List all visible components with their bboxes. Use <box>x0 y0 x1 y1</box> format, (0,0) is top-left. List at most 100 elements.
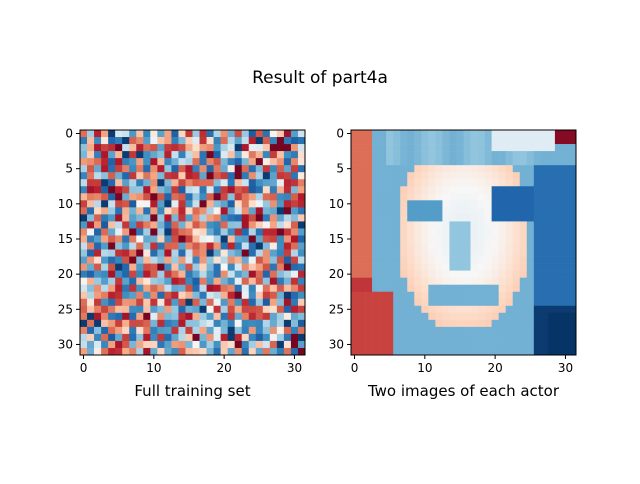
heatmap-cell <box>157 305 165 314</box>
heatmap-cell <box>297 221 306 229</box>
heatmap-cell <box>463 137 471 145</box>
heatmap-cell <box>386 214 394 222</box>
heatmap-cell <box>276 291 285 300</box>
heatmap-cell <box>206 263 214 271</box>
heatmap-cell <box>519 207 528 215</box>
heatmap-cell <box>470 151 478 159</box>
heatmap-cell <box>561 242 570 250</box>
heatmap-cell <box>213 277 221 285</box>
heatmap-cell <box>129 151 137 159</box>
heatmap-cell <box>290 137 299 145</box>
heatmap-cell <box>463 228 471 236</box>
heatmap-cell <box>122 291 130 300</box>
heatmap-cell <box>150 277 158 285</box>
heatmap-cell <box>122 305 130 314</box>
heatmap-cell <box>365 151 373 159</box>
heatmap-cell <box>568 137 577 145</box>
heatmap-cell <box>456 214 464 222</box>
heatmap-cell <box>491 242 499 250</box>
heatmap-cell <box>269 221 278 229</box>
heatmap-cell <box>143 193 151 201</box>
heatmap-cell <box>512 340 521 349</box>
heatmap-cell <box>379 158 387 166</box>
heatmap-cell <box>80 228 88 236</box>
heatmap-cell <box>414 228 422 236</box>
heatmap-cell <box>372 326 380 335</box>
heatmap-cell <box>400 158 408 166</box>
heatmap-cell <box>283 179 292 187</box>
y-tick-label: 20 <box>329 267 344 281</box>
heatmap-cell <box>435 207 443 215</box>
heatmap-cell <box>171 305 179 314</box>
heatmap-cell <box>262 172 271 180</box>
heatmap-cell <box>101 263 109 271</box>
heatmap-cell <box>519 214 528 222</box>
heatmap-cell <box>269 333 278 342</box>
heatmap-cell <box>463 284 471 293</box>
heatmap-cell <box>213 137 221 145</box>
heatmap-cell <box>491 249 499 257</box>
heatmap-cell <box>171 228 179 236</box>
heatmap-cell <box>136 263 144 271</box>
heatmap-cell <box>283 256 292 264</box>
heatmap-cell <box>491 172 499 180</box>
heatmap-cell <box>358 291 366 300</box>
heatmap-cell <box>386 200 394 208</box>
heatmap-cell <box>80 186 88 194</box>
heatmap-cell <box>199 284 207 293</box>
heatmap-cell <box>449 200 457 208</box>
heatmap-cell <box>393 151 401 159</box>
heatmap-cell <box>157 137 165 145</box>
heatmap-cell <box>248 186 257 194</box>
heatmap-cell <box>400 270 408 278</box>
heatmap-cell <box>241 249 250 257</box>
heatmap-cell <box>241 298 250 307</box>
heatmap-cell <box>143 151 151 159</box>
heatmap-cell <box>115 298 123 307</box>
heatmap-cell <box>129 221 137 229</box>
heatmap-cell <box>435 319 443 328</box>
heatmap-cell <box>227 228 235 236</box>
heatmap-cell <box>540 165 549 173</box>
heatmap-cell <box>157 291 165 300</box>
heatmap-cell <box>526 130 535 138</box>
heatmap-cell <box>505 270 514 278</box>
heatmap-cell <box>533 137 542 145</box>
heatmap-cell <box>547 228 556 236</box>
heatmap-cell <box>400 305 408 314</box>
heatmap-cell <box>456 242 464 250</box>
heatmap-cell <box>269 200 278 208</box>
heatmap-cell <box>94 214 102 222</box>
heatmap-cell <box>234 291 243 300</box>
heatmap-cell <box>428 277 436 285</box>
heatmap-cell <box>164 242 172 250</box>
heatmap-cell <box>519 193 528 201</box>
heatmap-cell <box>498 249 506 257</box>
heatmap-cell <box>428 312 436 321</box>
heatmap-cell <box>470 298 478 307</box>
heatmap-cell <box>421 172 429 180</box>
heatmap-cell <box>136 319 144 328</box>
heatmap-cell <box>178 291 186 300</box>
heatmap-cell <box>157 207 165 215</box>
heatmap-cell <box>136 158 144 166</box>
heatmap-cell <box>122 249 130 257</box>
heatmap-cell <box>185 214 193 222</box>
heatmap-cell <box>491 144 499 152</box>
heatmap-cell <box>171 270 179 278</box>
heatmap-cell <box>407 228 415 236</box>
heatmap-cell <box>199 179 207 187</box>
heatmap-cell <box>220 312 228 321</box>
heatmap-cell <box>192 151 200 159</box>
heatmap-cell <box>185 221 193 229</box>
heatmap-cell <box>101 326 109 335</box>
heatmap-cell <box>143 200 151 208</box>
heatmap-cell <box>115 151 123 159</box>
heatmap-cell <box>477 221 485 229</box>
heatmap-cell <box>540 291 549 300</box>
heatmap-cell <box>386 172 394 180</box>
heatmap-cell <box>484 186 492 194</box>
heatmap-cell <box>101 179 109 187</box>
heatmap-cell <box>241 137 250 145</box>
heatmap-cell <box>269 284 278 293</box>
